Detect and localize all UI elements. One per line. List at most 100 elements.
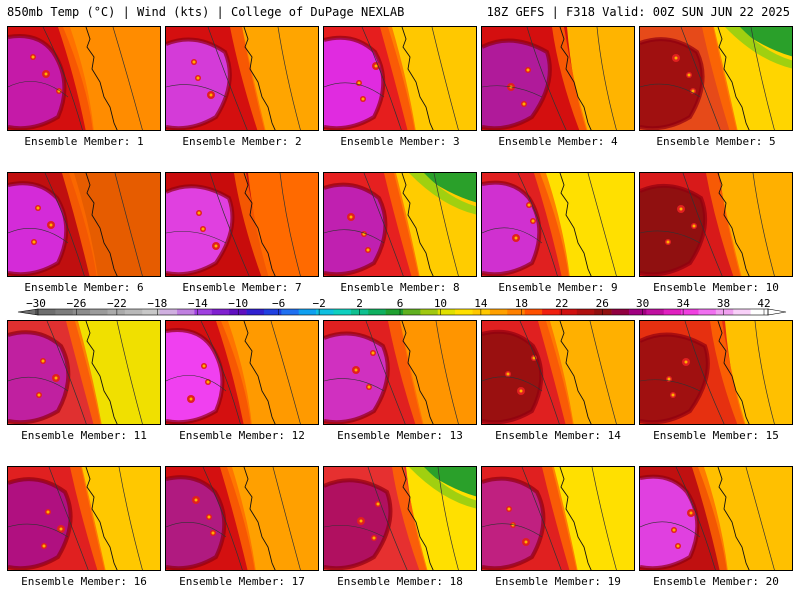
temperature-map (482, 467, 634, 570)
ensemble-member-panel (165, 466, 319, 571)
temperature-map (166, 27, 318, 130)
colorbar-swatch (124, 309, 143, 315)
colorbar-swatch (55, 309, 74, 315)
ensemble-member-label: Ensemble Member: 16 (21, 575, 147, 588)
ensemble-member-label: Ensemble Member: 7 (182, 281, 302, 294)
colorbar-swatch (698, 309, 717, 315)
temperature-map (482, 173, 634, 276)
ensemble-member-panel (323, 172, 477, 277)
ensemble-member-label: Ensemble Member: 4 (498, 135, 618, 148)
colorbar-tick-label: −26 (67, 297, 87, 310)
temperature-map (640, 27, 792, 130)
colorbar-swatch (142, 309, 160, 315)
run-valid-time: 18Z GEFS | F318 Valid: 00Z SUN JUN 22 20… (486, 5, 790, 19)
ensemble-member-panel (7, 26, 161, 131)
ensemble-member-label: Ensemble Member: 18 (337, 575, 463, 588)
colorbar-swatch (420, 309, 439, 315)
colorbar-swatch (594, 309, 612, 315)
temperature-map (166, 467, 318, 570)
colorbar-tick-label: 14 (474, 297, 488, 310)
ensemble-member-panel (165, 172, 319, 277)
colorbar-swatch (298, 309, 317, 315)
temperature-map (8, 467, 160, 570)
ensemble-member-label: Ensemble Member: 5 (656, 135, 776, 148)
ensemble-member-panel (481, 172, 635, 277)
temperature-map (482, 321, 634, 424)
ensemble-member-panel (7, 172, 161, 277)
ensemble-member-panel (165, 26, 319, 131)
colorbar-tick-label: 38 (717, 297, 730, 310)
colorbar-swatch (646, 309, 665, 315)
colorbar-tick-label: 26 (596, 297, 609, 310)
temperature-map (8, 173, 160, 276)
colorbar-tick-label: −14 (188, 297, 208, 310)
ensemble-member-label: Ensemble Member: 11 (21, 429, 147, 442)
colorbar-swatch (437, 309, 456, 315)
colorbar-tick-label: −22 (107, 297, 127, 310)
colorbar-swatch (368, 309, 386, 315)
colorbar-swatch (489, 309, 508, 315)
temperature-map (640, 173, 792, 276)
colorbar-swatch (316, 309, 334, 315)
colorbar-swatch (733, 309, 751, 315)
ensemble-member-label: Ensemble Member: 10 (653, 281, 779, 294)
temperature-map (8, 27, 160, 130)
ensemble-member-panel (323, 320, 477, 425)
ensemble-member-panel (481, 466, 635, 571)
colorbar-swatch (507, 309, 525, 315)
colorbar-swatch (159, 309, 178, 315)
ensemble-member-label: Ensemble Member: 13 (337, 429, 463, 442)
colorbar-swatch (681, 309, 699, 315)
ensemble-member-panel (323, 26, 477, 131)
colorbar-swatch (107, 309, 126, 315)
colorbar-swatch (177, 309, 195, 315)
temperature-map (8, 321, 160, 424)
ensemble-member-label: Ensemble Member: 17 (179, 575, 305, 588)
colorbar-swatch (194, 309, 213, 315)
colorbar-tick-label: 6 (397, 297, 404, 310)
ensemble-member-panel (323, 466, 477, 571)
ensemble-member-panel (639, 172, 793, 277)
ensemble-member-panel (481, 320, 635, 425)
ensemble-member-label: Ensemble Member: 14 (495, 429, 621, 442)
colorbar-tick-label: 22 (555, 297, 568, 310)
ensemble-member-label: Ensemble Member: 15 (653, 429, 779, 442)
colorbar-tick-label: −10 (228, 297, 248, 310)
temperature-colorbar: −30 −26 −22 −18 −14 −10 −6 −2 2 6 10 14 18 22 26 30 34 38… (17, 297, 787, 316)
temperature-map (640, 321, 792, 424)
temperature-map (324, 467, 476, 570)
ensemble-member-label: Ensemble Member: 19 (495, 575, 621, 588)
ensemble-member-label: Ensemble Member: 8 (340, 281, 460, 294)
temperature-map (640, 467, 792, 570)
ensemble-member-panel (7, 320, 161, 425)
colorbar-tick-label: −18 (147, 297, 167, 310)
colorbar-swatch (403, 309, 421, 315)
ensemble-member-label: Ensemble Member: 20 (653, 575, 779, 588)
colorbar-tick-label: 10 (434, 297, 447, 310)
ensemble-member-label: Ensemble Member: 1 (24, 135, 144, 148)
colorbar-tick-label: 34 (676, 297, 690, 310)
colorbar-tick-label: −6 (272, 297, 285, 310)
colorbar-swatch (559, 309, 578, 315)
colorbar-swatch (455, 309, 473, 315)
colorbar-swatch (750, 309, 769, 315)
ensemble-member-label: Ensemble Member: 3 (340, 135, 460, 148)
temperature-map (166, 173, 318, 276)
temperature-map (166, 321, 318, 424)
ensemble-member-panel (639, 466, 793, 571)
colorbar-swatch (542, 309, 560, 315)
colorbar-swatch (281, 309, 300, 315)
ensemble-member-panel (7, 466, 161, 571)
colorbar-tick-label: 18 (515, 297, 528, 310)
ensemble-member-label: Ensemble Member: 6 (24, 281, 144, 294)
colorbar-swatch (385, 309, 404, 315)
colorbar-swatch (524, 309, 543, 315)
colorbar-tick-label: −30 (26, 297, 46, 310)
colorbar-swatch (715, 309, 734, 315)
colorbar-tick-label: −2 (312, 297, 325, 310)
colorbar-tick-label: 30 (636, 297, 649, 310)
colorbar-swatch (628, 309, 647, 315)
colorbar-tick-label: 2 (356, 297, 363, 310)
colorbar-swatch (90, 309, 108, 315)
colorbar-swatch (38, 309, 56, 315)
